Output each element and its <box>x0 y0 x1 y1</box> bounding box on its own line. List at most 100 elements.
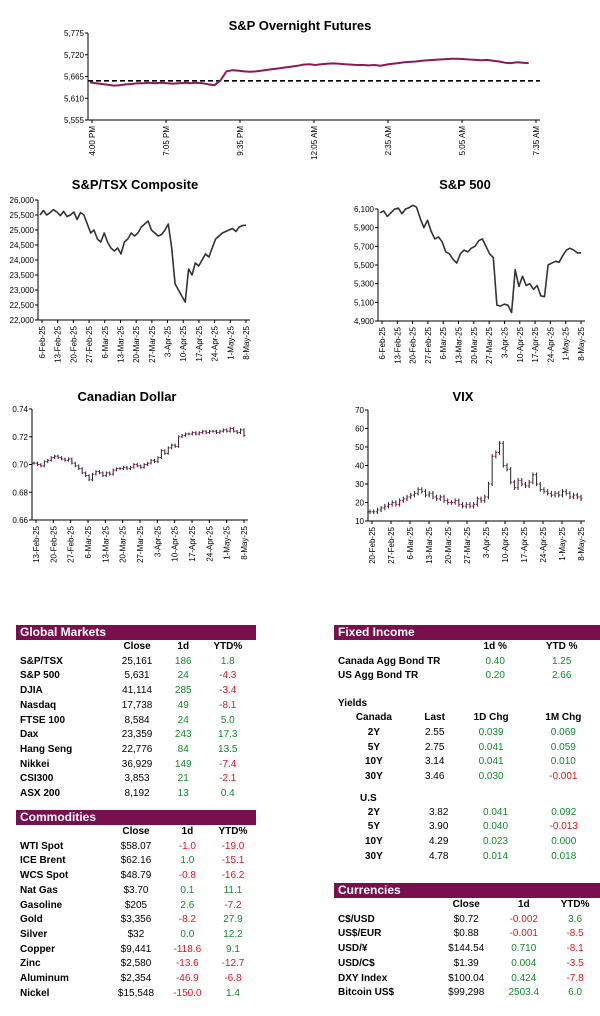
vix-ohlc-bar <box>453 498 457 505</box>
commodities-name: WCS Spot <box>20 870 69 882</box>
spx_futures-y-tick-label: 5,775 <box>64 29 85 38</box>
vix-ohlc-bar <box>435 494 439 502</box>
fixed-income-col-header: YTD % <box>545 641 578 652</box>
fixed-income-row: Canada Agg Bond TR 0.40 1.25 <box>334 655 600 670</box>
currencies-close-cell: $0.72 <box>453 913 479 925</box>
spx-x-tick-label: 17-Apr-25 <box>531 326 540 362</box>
commodities-ytd-cell: -6.8 <box>224 973 242 985</box>
cad-x-tick-label: 27-Feb-25 <box>67 525 76 562</box>
fixed-income-d-cell: 0.40 <box>485 655 505 667</box>
vix-ohlc-bar <box>535 472 539 487</box>
cad-ohlc-bar <box>49 456 53 462</box>
commodities-grid: Close 1d YTD% WTI Spot $58.07 -1.0 -19.0 ICE Br… <box>16 825 256 1001</box>
vix-ohlc-bar <box>383 503 387 511</box>
vix-ohlc-bar <box>564 489 568 496</box>
currencies-row: USD/¥ $144.54 0.710 -8.1 <box>334 942 600 957</box>
vix-ohlc-bar <box>409 492 413 500</box>
cad-ohlc-bar <box>239 428 243 434</box>
spx_futures-y-tick-label: 5,720 <box>64 51 85 60</box>
us-yields-d-cell: 0.041 <box>483 806 509 818</box>
vix-x-tick-label: 13-Mar-25 <box>425 526 434 563</box>
vix-ohlc-bar <box>464 502 468 509</box>
cad-ohlc-bar <box>97 470 101 475</box>
cad-ohlc-bar <box>108 471 112 476</box>
cad-ohlc-bar <box>235 429 239 434</box>
canada-yields-m-cell: -0.001 <box>549 770 578 782</box>
commodities-table: Commodities Close 1d YTD% WTI Spot $58.07 -1.… <box>16 810 256 1001</box>
currencies-name: C$/USD <box>338 913 375 925</box>
cad-ohlc-bar <box>166 446 170 455</box>
vix-ohlc-bar <box>560 489 564 498</box>
global-markets-close-cell: 8,192 <box>124 788 150 800</box>
spx_futures-x-tick-label: 7:05 PM <box>162 126 171 156</box>
vix-ohlc-bar <box>572 492 576 500</box>
commodities-name: Zinc <box>20 958 41 970</box>
global-markets-close-cell: 17,738 <box>121 699 153 711</box>
canada-yields-d-cell: 0.041 <box>478 741 504 753</box>
currencies-name: Bitcoin US$ <box>338 987 395 999</box>
cad-ohlc-bar <box>32 461 36 465</box>
tsx-x-tick-label: 17-Apr-25 <box>195 325 204 361</box>
tsx-y-tick-label: 24,000 <box>10 256 35 265</box>
currencies-close-cell: $1.39 <box>453 957 479 969</box>
currencies-row: DXY Index $100.04 0.424 -7.8 <box>334 972 600 987</box>
vix-ohlc-bar <box>523 481 527 489</box>
vix-y-tick-label: 40 <box>355 462 364 471</box>
global-markets-ytd-cell: -7.4 <box>219 758 237 770</box>
vix-ohlc-bar <box>527 479 531 489</box>
currencies-close-cell: $99,298 <box>448 987 485 999</box>
cad-ohlc-bar <box>149 458 153 465</box>
cad-ohlc-bar <box>163 449 167 455</box>
global-markets-close-cell: 22,776 <box>121 743 153 755</box>
currencies-d-cell: -0.001 <box>509 928 538 940</box>
vix-ohlc-bar <box>431 491 435 500</box>
commodities-name: Nat Gas <box>20 884 58 896</box>
vix-y-tick-label: 30 <box>355 480 364 489</box>
us-yields-last-cell: 3.90 <box>428 821 449 833</box>
cad-ohlc-bar <box>125 465 129 471</box>
us-yields-row: 30Y 4.78 0.014 0.018 <box>334 850 600 865</box>
global-markets-name: Hang Seng <box>20 743 73 755</box>
commodities-close-cell: $15,548 <box>117 987 155 999</box>
spx_futures-x-tick-label: 2:35 AM <box>384 126 393 156</box>
currencies-row: C$/USD $0.72 -0.002 3.6 <box>334 913 600 928</box>
canada-yields-col-header: Canada <box>355 712 392 724</box>
cad-ohlc-bar <box>214 429 218 434</box>
canada-yields-grid: Canada Last 1D Chg 1M Chg 2Y 2.55 0.039 0.069 5Y… <box>334 711 600 785</box>
tsx-x-tick-label: 8-May-25 <box>242 325 251 359</box>
vix-x-tick-label: 8-May-25 <box>577 526 586 560</box>
spx-x-tick-label: 20-Mar-25 <box>470 326 479 363</box>
canada-yields-col-header: 1M Chg <box>545 712 582 724</box>
futures-chart: S&P Overnight Futures 5,555 5,610 5,665 5,72… <box>0 10 600 180</box>
canada-yields-name-cell: 30Y <box>365 770 383 782</box>
vix-ohlc-bar <box>372 509 376 514</box>
cad-ohlc-bar <box>142 463 146 469</box>
cad-ohlc-bar <box>104 471 108 477</box>
vix-ohlc-bar <box>438 494 442 502</box>
global-markets-row: DJIA 41,114 285 -3.4 <box>16 684 256 699</box>
global-markets-name: FTSE 100 <box>20 714 66 726</box>
fixed-income-name-cell: Canada Agg Bond TR <box>338 655 441 667</box>
cad-ohlc-bar <box>159 449 163 459</box>
spx_futures-x-tick-label: 9:35 PM <box>236 126 245 156</box>
global-markets-name: Dax <box>20 729 39 741</box>
canada-yields-m-cell: 0.069 <box>550 726 576 738</box>
commodities-d-cell: -0.8 <box>178 870 196 882</box>
cad-ohlc-bar <box>42 460 46 468</box>
commodities-close-cell: $2,580 <box>120 958 152 970</box>
commodities-col-header: Close <box>122 826 150 837</box>
global-markets-row: Nikkei 36,929 149 -7.4 <box>16 758 256 773</box>
vix-ohlc-bar <box>446 498 450 505</box>
tsx-y-tick-label: 22,000 <box>10 316 35 325</box>
cad-ohlc-bar <box>39 463 43 468</box>
us-yields-d-cell: 0.014 <box>483 850 509 862</box>
commodities-close-cell: $48.79 <box>120 870 152 882</box>
tsx-y-tick-label: 25,500 <box>10 211 35 220</box>
commodities-row: WCS Spot $48.79 -0.8 -16.2 <box>16 869 256 884</box>
canada-yields-name-cell: 5Y <box>367 741 381 753</box>
canada-yields-row: 10Y 3.14 0.041 0.010 <box>334 755 600 770</box>
currencies-d-cell: 0.004 <box>511 957 537 969</box>
vix-x-tick-label: 3-Apr-25 <box>482 526 491 558</box>
cad-ohlc-bar <box>101 471 105 477</box>
tsx-x-tick-label: 24-Apr-25 <box>211 325 220 361</box>
